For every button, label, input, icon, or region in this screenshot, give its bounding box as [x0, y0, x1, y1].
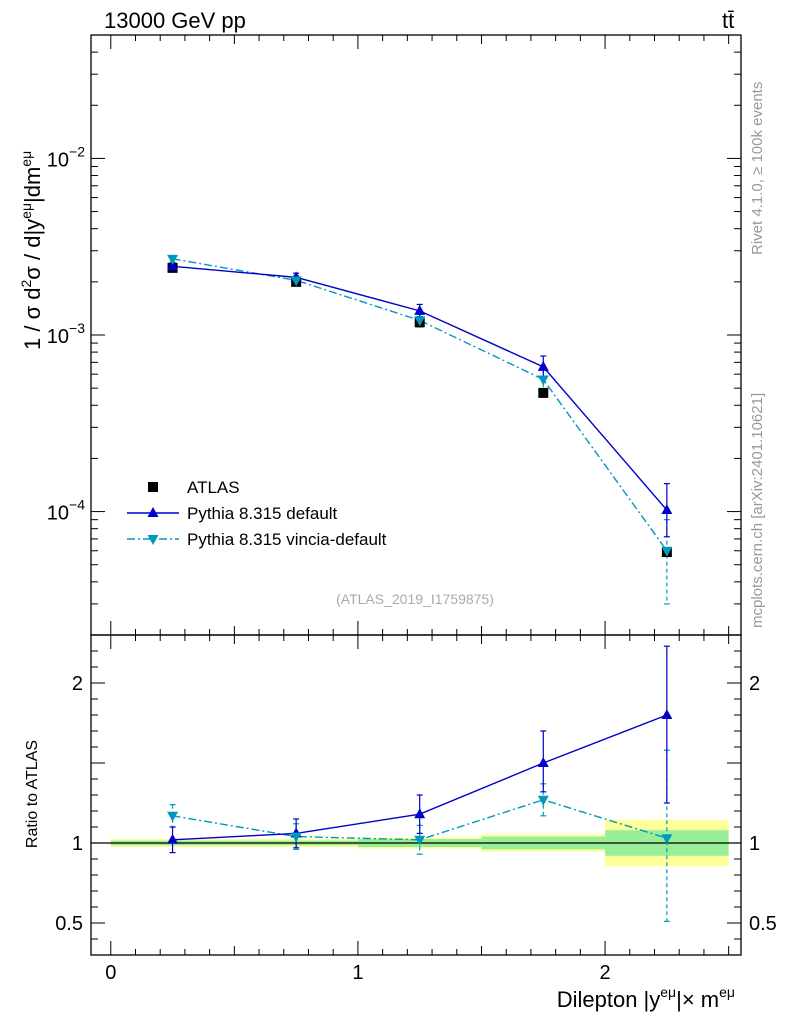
legend-label: Pythia 8.315 vincia-default	[187, 530, 387, 549]
series-line-default	[172, 265, 668, 511]
ratio-point-vincia	[414, 835, 426, 846]
legend-marker-atlas	[148, 482, 158, 492]
ratio-point-default	[537, 757, 549, 767]
data-point-vincia	[537, 375, 549, 386]
data-point-vincia	[290, 276, 302, 287]
ratio-point-default	[167, 833, 179, 844]
main-ylabel-part: 1 / σ d	[20, 288, 45, 351]
legend-label: Pythia 8.315 default	[187, 504, 338, 523]
main-ylabel-part: σ / d|y	[20, 219, 45, 280]
data-point-default	[167, 260, 179, 271]
data-point-vincia	[661, 546, 673, 557]
mcplots-label: mcplots.cern.ch [arXiv:2401.10621]	[749, 393, 766, 628]
main-ytick-label: 10−4	[47, 497, 85, 525]
data-point-vincia	[414, 316, 426, 327]
xlabel-part: |× m	[676, 987, 719, 1012]
rivet-label: Rivet 4.1.0, ≥ 100k events	[749, 82, 766, 255]
xlabel-part: Dilepton |y	[557, 987, 661, 1012]
main-ytick-label: 10−3	[47, 320, 85, 348]
data-point-vincia	[167, 254, 179, 265]
ratio-xtick-label: 0	[105, 962, 116, 984]
process-label: tt̄	[722, 8, 734, 33]
ratio-ytick-label: 1	[72, 833, 83, 855]
main-ytick-label-base: 10	[47, 326, 69, 348]
data-point-default	[537, 360, 549, 371]
ratio-point-default	[661, 709, 673, 719]
ratio-ytick-label-right: 0.5	[749, 913, 777, 935]
ratio-ytick-label-right: 1	[749, 833, 760, 855]
main-ylabel-part: eμ	[18, 203, 34, 219]
x-axis-label: Dilepton |yeμ|× meμ	[557, 984, 735, 1012]
ratio-point-vincia	[661, 834, 673, 845]
main-ytick-label-exp: −4	[69, 497, 85, 513]
ratio-ytick-label: 2	[72, 673, 83, 695]
main-ytick-label-base: 10	[47, 149, 69, 171]
xlabel-part: eμ	[660, 984, 676, 1000]
ratio-ytick-label-right: 2	[749, 673, 760, 695]
legend-marker-default	[147, 507, 159, 517]
ratio-ytick-label: 0.5	[55, 913, 83, 935]
ratio-point-default	[414, 808, 426, 819]
ratio-line-vincia	[172, 799, 668, 841]
main-ytick-label-exp: −2	[69, 143, 85, 159]
main-ytick-label: 10−2	[47, 143, 85, 171]
energy-label: 13000 GeV pp	[104, 8, 246, 33]
data-point-atlas	[538, 387, 549, 398]
data-point-default	[414, 304, 426, 315]
data-point-default	[661, 504, 673, 515]
ratio-xtick-label: 1	[352, 962, 363, 984]
xlabel-part: eμ	[719, 984, 735, 1000]
main-ylabel: 1 / σ d2σ / d|yeμ|dmeμ	[18, 151, 45, 350]
main-ytick-label-base: 10	[47, 503, 69, 525]
legend-label: ATLAS	[187, 478, 240, 497]
main-ylabel-part: eμ	[18, 151, 34, 167]
analysis-watermark: (ATLAS_2019_I1759875)	[336, 591, 494, 607]
ratio-point-vincia	[167, 811, 179, 822]
ratio-xtick-label: 2	[600, 962, 611, 984]
main-ylabel-part: |dm	[20, 167, 45, 203]
main-ylabel-part: 2	[18, 280, 34, 288]
ratio-frame	[90, 634, 742, 956]
legend-marker-vincia	[147, 535, 159, 545]
ratio-ylabel: Ratio to ATLAS	[24, 740, 41, 848]
ratio-point-vincia	[290, 832, 302, 843]
legend: ATLAS Pythia 8.315 default Pythia 8.315 vi…	[127, 478, 387, 549]
ratio-point-vincia	[537, 795, 549, 806]
main-ytick-label-exp: −3	[69, 320, 85, 336]
